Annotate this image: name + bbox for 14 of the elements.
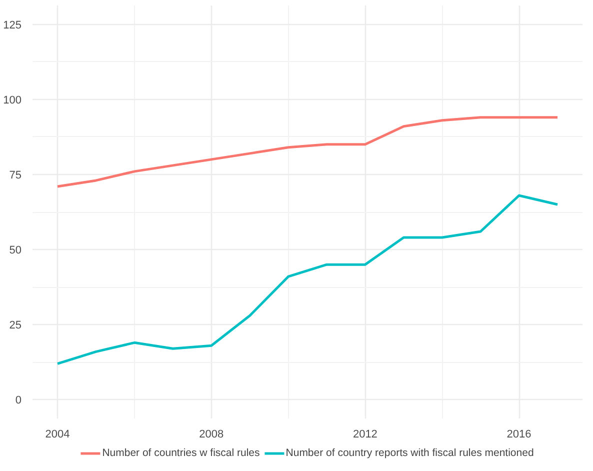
y-tick-label: 75 xyxy=(9,169,22,182)
legend-label: Number of countries w fiscal rules xyxy=(102,447,260,459)
y-tick-label: 100 xyxy=(3,94,22,106)
legend-label: Number of country reports with fiscal rules mentioned xyxy=(286,447,534,459)
x-tick-label: 2008 xyxy=(199,428,224,440)
y-tick-label: 125 xyxy=(3,19,22,32)
x-tick-label: 2004 xyxy=(45,428,70,440)
x-tick-label: 2016 xyxy=(506,428,532,440)
y-tick-label: 25 xyxy=(9,320,22,332)
line-series xyxy=(56,116,559,188)
y-tick-label: 50 xyxy=(9,244,22,257)
x-tick-label: 2012 xyxy=(352,428,378,440)
line-series xyxy=(56,194,559,365)
y-tick-label: 0 xyxy=(15,394,22,407)
